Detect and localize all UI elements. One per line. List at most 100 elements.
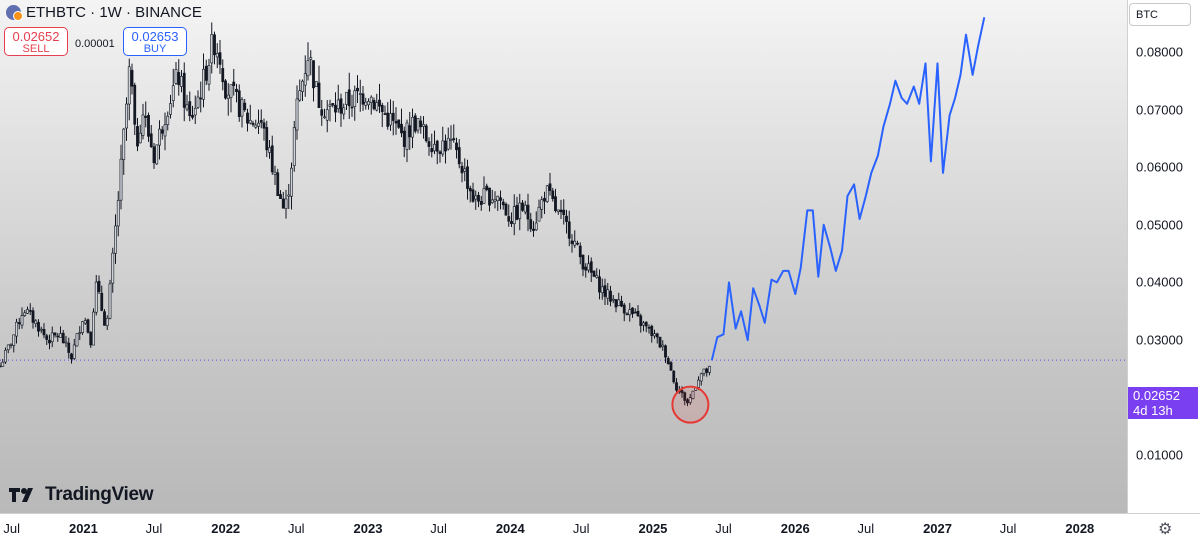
candle-body [581,254,585,270]
candle [75,333,79,347]
candle-body [372,100,376,110]
candle-body [114,225,117,254]
symbol-title: ETHBTC · 1W · BINANCE [6,4,202,21]
candle-body [446,137,450,150]
candle-body [163,124,167,137]
candle [78,326,82,341]
candle-body [606,289,610,299]
candle [237,84,241,122]
candle [149,124,153,148]
candle [31,307,35,329]
currency-selector[interactable]: BTC [1129,3,1191,26]
candle-body [427,141,431,147]
candle [268,140,271,159]
candle [554,188,557,213]
chart-plot[interactable] [0,0,1127,513]
candle-body [655,333,659,338]
candle-body [361,93,365,105]
candle [114,214,117,264]
candle [70,352,73,364]
candle [518,193,522,231]
candle [26,306,29,315]
buy-button[interactable]: 0.02653 BUY [123,27,187,56]
candle-body [661,344,665,348]
price-tick-label: 0.03000 [1136,332,1183,348]
candle-body [512,206,516,225]
candle-body [328,104,332,107]
candle [647,324,651,334]
candle-body [4,349,7,363]
candle [320,99,324,126]
candle [248,104,252,125]
candle-body [642,322,645,326]
candle-body [647,327,651,329]
candle-body [504,203,508,216]
candle [463,158,467,182]
candle [23,309,27,317]
candle [611,294,615,304]
candle [691,390,695,400]
candle [218,39,222,74]
candle [108,279,112,320]
candle [523,200,527,215]
candle-body [1,361,5,367]
candle-body [229,84,233,98]
time-axis[interactable]: Jul 2021 Jul 2022 Jul 2023 Jul 2024 Jul 2025 Jul 20… [0,513,1200,542]
candle-body [444,140,447,152]
candle [587,255,590,273]
candle [339,93,343,127]
candle [48,334,51,350]
candle-body [105,318,109,326]
candle [317,65,321,108]
candle [213,31,216,65]
sell-button[interactable]: 0.02652 SELL [4,27,68,56]
candle-body [133,84,137,125]
candle-body [295,98,299,131]
candle [507,204,511,227]
settings-gear-icon[interactable]: ⚙ [1158,521,1173,538]
candle [64,335,68,348]
candle-body [325,109,329,121]
candle [543,191,546,214]
candle [188,91,192,122]
candle-body [199,97,203,100]
buy-price: 0.02653 [131,29,179,44]
candle-body [521,202,524,211]
tradingview-logo: TradingView [9,484,154,506]
candle-body [213,34,216,56]
price-axis[interactable]: 0.08000 0.07000 0.06000 0.05000 0.04000 0.030… [1127,0,1200,513]
candle [92,308,95,346]
candle [34,319,38,328]
candle-body [345,91,348,105]
candle-body [169,103,172,115]
candle [688,393,692,405]
candle [298,79,302,102]
candle [61,330,65,344]
candle-body [543,198,546,202]
candle [584,263,588,278]
chart-area[interactable] [0,0,1127,513]
candle-body [270,145,274,173]
candle-body [111,252,115,284]
candle-body [551,190,555,199]
candle [191,105,194,120]
candle-body [323,116,326,119]
spread-value: 0.00001 [75,38,115,50]
candle [276,168,280,196]
candle-body [257,122,260,127]
candle-body [174,69,178,84]
candle-body [611,298,615,301]
candle [20,307,24,329]
candle-body [259,120,263,123]
candle [111,247,115,293]
candle-body [39,328,43,331]
current-price-label: 0.02652 4d 13h [1128,387,1198,419]
candle [356,75,359,103]
candle-body [650,325,654,336]
price-tick-label: 0.06000 [1136,159,1183,175]
candle [512,194,516,236]
symbol-title-text: ETHBTC · 1W · BINANCE [26,4,202,21]
candle-body [669,362,673,371]
candle-body [72,344,76,359]
candle-body [405,122,409,150]
